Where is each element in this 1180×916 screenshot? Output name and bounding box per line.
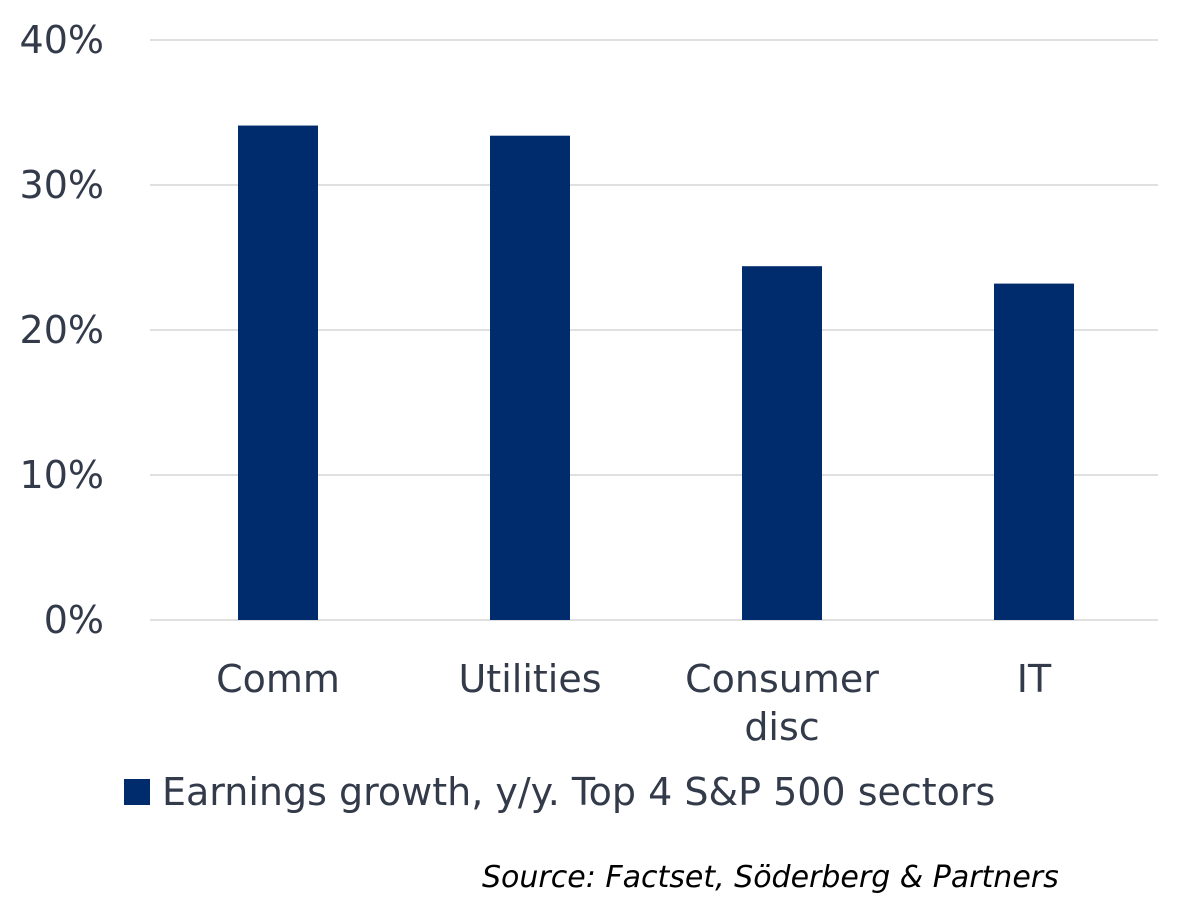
bar: [490, 135, 570, 620]
legend: Earnings growth, y/y. Top 4 S&P 500 sect…: [124, 770, 995, 814]
legend-swatch: [124, 779, 150, 805]
y-tick-label: 30%: [20, 163, 104, 207]
y-axis-ticks: 0% 10% 20% 30% 40%: [20, 18, 104, 642]
bar: [994, 283, 1074, 620]
x-category-label: Comm: [216, 657, 340, 701]
x-axis-categories: Comm Utilities Consumer disc IT: [216, 657, 1052, 749]
y-tick-label: 20%: [20, 308, 104, 352]
y-tick-label: 40%: [20, 18, 104, 62]
bar-chart: 0% 10% 20% 30% 40% Comm Utilities Consumer disc…: [20, 18, 1158, 749]
legend-label: Earnings growth, y/y. Top 4 S&P 500 sect…: [162, 770, 996, 814]
source-note: Source: Factset, Söderberg & Partners: [482, 860, 1059, 895]
y-tick-label: 10%: [20, 453, 104, 497]
y-tick-label: 0%: [44, 598, 104, 642]
x-category-label: Consumer disc: [685, 657, 879, 749]
bars: [238, 125, 1074, 621]
x-category-label: IT: [1017, 657, 1052, 701]
bar: [238, 125, 318, 621]
x-category-label: Utilities: [458, 657, 601, 701]
bar: [742, 266, 822, 620]
